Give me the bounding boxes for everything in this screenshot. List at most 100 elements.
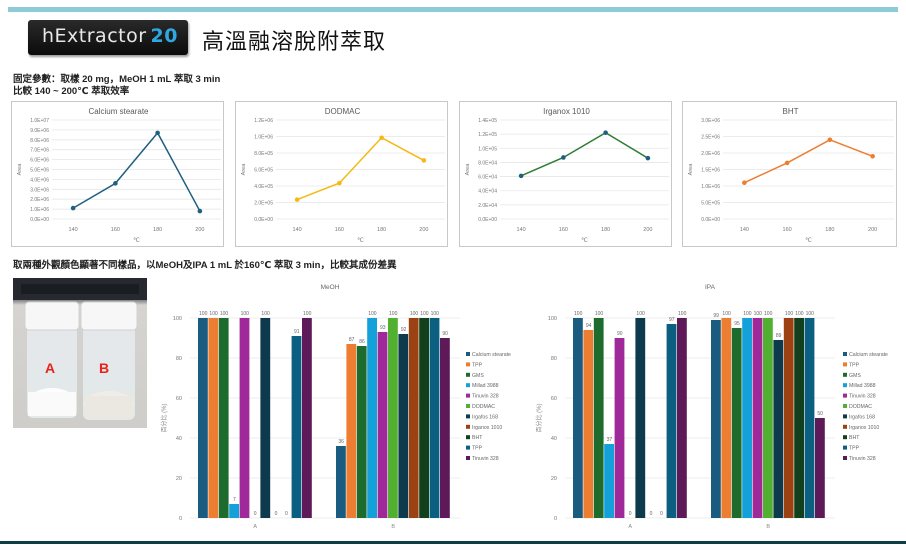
legend-swatch — [466, 435, 470, 440]
y-tick-label: 1.4E+05 — [478, 118, 497, 124]
y-tick-label: 8.0E+05 — [254, 151, 273, 157]
y-tick-label: 2.0E+04 — [478, 203, 497, 209]
bar — [388, 318, 398, 518]
bar — [604, 444, 614, 518]
legend-swatch — [466, 404, 470, 408]
bar-value-label: 93 — [380, 325, 386, 331]
y-tick-label: 20 — [551, 476, 557, 482]
y-tick-label: 80 — [551, 356, 557, 362]
y-axis-label: Area — [465, 163, 471, 176]
bar — [367, 318, 377, 518]
x-tick-label: 140 — [69, 227, 78, 233]
bar-value-label: 97 — [669, 317, 675, 323]
y-tick-label: 8.0E+04 — [478, 160, 497, 166]
top-accent-bar — [8, 7, 898, 12]
y-tick-label: 1.0E+05 — [478, 146, 497, 152]
data-point — [421, 158, 427, 163]
legend-swatch — [843, 393, 847, 398]
y-tick-label: 1.0E+06 — [254, 135, 273, 141]
data-line — [520, 131, 649, 177]
chart-title: Irganox 1010 — [543, 107, 590, 116]
bar-value-label: 0 — [660, 511, 663, 517]
legend-label: DODMAC — [849, 404, 872, 410]
bar — [336, 446, 346, 518]
bar-value-label: 100 — [241, 311, 250, 317]
bar-value-label: 90 — [442, 331, 448, 337]
fixed-params-line1: 固定參數：取樣 20 mg，MeOH 1 mL 萃取 3 min — [13, 74, 221, 85]
bar — [794, 318, 804, 518]
legend-label: Tinuvin 328 — [849, 456, 876, 462]
legend-label: Calcium stearate — [849, 352, 888, 358]
line-chart-dodmac: DODMAC 0.0E+00 2.0E+05 4.0E+05 6.0E+05 8.0E+0… — [235, 101, 448, 247]
y-tick-label: 0 — [554, 516, 557, 522]
x-tick-label: 180 — [377, 227, 386, 233]
chart-title: BHT — [783, 107, 799, 116]
bar-value-label: 100 — [574, 311, 583, 317]
legend-label: Irganox 1010 — [849, 425, 879, 431]
bar-value-label: 100 — [595, 311, 604, 317]
bar-value-label: 86 — [359, 339, 365, 345]
y-tick-label: 4.0E+06 — [30, 177, 49, 183]
y-axis-label: Area — [17, 163, 23, 176]
line-chart-calcium-stearate: Calcium stearate 0.0E+00 1.0E+06 2.0E+06 3.0… — [11, 101, 224, 247]
legend-label: BHT — [472, 435, 483, 441]
x-axis-label: ℃ — [581, 238, 588, 244]
bar — [804, 318, 815, 518]
legend-label: TPP — [472, 362, 483, 368]
chart-title: DODMAC — [325, 107, 361, 116]
bar — [260, 318, 271, 518]
bar — [666, 324, 677, 518]
legend-swatch — [843, 456, 847, 460]
legend-label: Irganox 1010 — [472, 425, 502, 431]
data-point — [827, 137, 833, 143]
y-tick-label: 1.5E+06 — [701, 168, 720, 174]
vial-label-b: B — [99, 360, 109, 376]
y-tick-label: 6.0E+06 — [30, 158, 49, 164]
legend-label: Calcium stearate — [472, 352, 511, 358]
legend-swatch — [466, 362, 470, 367]
bar-value-label: 100 — [754, 311, 763, 317]
bar-value-label: 94 — [586, 323, 592, 329]
y-tick-label: 0 — [179, 516, 182, 522]
bar — [291, 336, 302, 518]
bar — [583, 330, 594, 518]
bar — [218, 318, 229, 518]
y-tick-label: 2.0E+06 — [30, 197, 49, 203]
legend-label: GMS — [849, 373, 861, 379]
bar — [239, 318, 250, 518]
y-tick-label: 1.0E+07 — [30, 118, 49, 124]
y-tick-label: 40 — [551, 436, 557, 442]
y-tick-label: 2.0E+06 — [701, 151, 720, 157]
page-title: 高溫融溶脫附萃取 — [202, 30, 387, 55]
bar-value-label: 0 — [629, 511, 632, 517]
bar-chart-meoh: MeOH 0 20 40 60 80 100 百分比 (%) 100 100 100 7 100 0 100… — [150, 280, 520, 542]
y-tick-label: 1.0E+06 — [701, 184, 720, 190]
y-tick-label: 7.0E+06 — [30, 148, 49, 154]
bar — [229, 504, 239, 518]
chart-title: IPA — [705, 284, 716, 291]
x-tick-label: 200 — [643, 227, 652, 233]
x-tick-label: 180 — [601, 227, 610, 233]
legend-swatch — [466, 445, 470, 450]
legend-label: TPP — [472, 446, 483, 452]
data-line — [296, 136, 425, 201]
y-axis-label: 百分比 (%) — [535, 403, 543, 432]
legend-swatch — [466, 372, 470, 377]
legend-label: BHT — [849, 435, 860, 441]
bar-value-label: 91 — [294, 329, 300, 335]
bar-value-label: 100 — [795, 311, 804, 317]
bar-value-label: 87 — [349, 337, 355, 343]
data-point — [645, 155, 651, 161]
y-tick-label: 100 — [173, 316, 182, 322]
bar — [573, 318, 583, 518]
vials-illustration: A B — [13, 278, 147, 420]
bar — [677, 318, 687, 518]
bar — [208, 318, 219, 518]
y-tick-label: 4.0E+04 — [478, 189, 497, 195]
data-point — [518, 173, 524, 179]
bar-value-label: 100 — [220, 311, 229, 317]
bar-value-label: 100 — [209, 311, 218, 317]
y-tick-label: 1.2E+05 — [478, 132, 497, 138]
vial-label-a: A — [45, 360, 55, 376]
bar — [346, 344, 357, 518]
